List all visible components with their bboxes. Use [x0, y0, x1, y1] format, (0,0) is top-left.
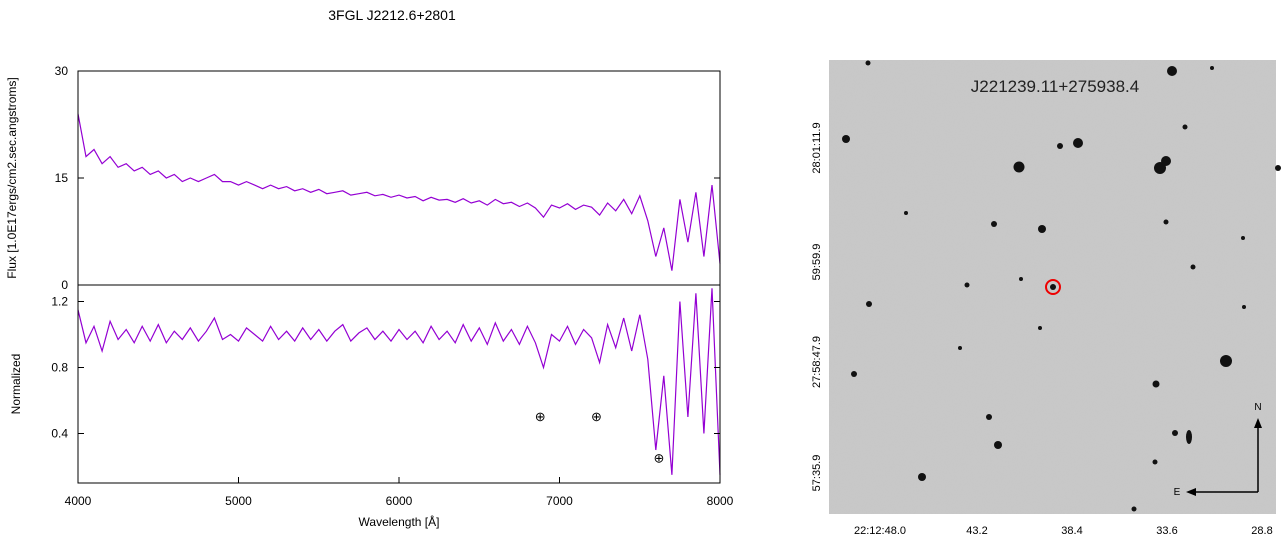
- chart-title: 3FGL J2212.6+2801: [328, 7, 456, 23]
- telluric-marker: ⊕: [591, 409, 602, 424]
- star: [1186, 430, 1192, 444]
- star: [1242, 305, 1246, 309]
- star: [1038, 326, 1042, 330]
- star: [1210, 66, 1214, 70]
- star: [1073, 138, 1083, 148]
- dec-label: 57:35.9: [811, 455, 823, 492]
- plot-frame: [77, 284, 721, 484]
- y-tick-label: 1.2: [51, 295, 68, 309]
- y-tick-label: 0.4: [51, 427, 68, 441]
- ra-label: 38.4: [1061, 525, 1082, 537]
- plot-frame: [77, 70, 721, 286]
- star: [1152, 459, 1158, 465]
- star: [1163, 219, 1169, 225]
- star: [851, 371, 857, 377]
- target-marker: [1045, 279, 1061, 295]
- x-axis-label: Wavelength [Å]: [359, 514, 440, 529]
- star: [1182, 124, 1188, 130]
- star: [866, 301, 872, 307]
- telluric-marker: ⊕: [535, 409, 546, 424]
- y-tick-label: 0.8: [51, 361, 68, 375]
- spectrum-line: [77, 288, 721, 475]
- y-tick-label: 15: [55, 171, 69, 185]
- x-tick-label: 8000: [707, 494, 734, 508]
- y-tick-label: 0: [61, 278, 68, 292]
- x-tick-label: 4000: [65, 494, 92, 508]
- dec-label: 28:01:11.9: [811, 122, 823, 173]
- north-label: N: [1254, 402, 1261, 413]
- star: [986, 414, 992, 420]
- star: [1013, 161, 1025, 173]
- y-tick-label: 30: [55, 64, 69, 78]
- y-axis-label: Normalized: [9, 354, 23, 415]
- star: [1152, 380, 1160, 388]
- spectrum-line: [77, 113, 721, 271]
- telluric-marker: ⊕: [654, 450, 665, 465]
- stars: [842, 60, 1281, 512]
- star: [1275, 165, 1281, 171]
- ra-label: 28.8: [1251, 525, 1272, 537]
- star: [991, 221, 997, 227]
- ra-label: 43.2: [966, 525, 987, 537]
- star: [904, 211, 908, 215]
- y-axis-label: Flux [1.0E17ergs/cm2.sec.angstroms]: [5, 77, 19, 278]
- star: [958, 346, 962, 350]
- star: [1019, 277, 1023, 281]
- dec-label: 27:58:47.9: [811, 336, 823, 388]
- star: [1050, 284, 1056, 290]
- x-tick-label: 7000: [546, 494, 573, 508]
- star: [964, 282, 970, 288]
- compass: [1190, 422, 1259, 493]
- x-tick-label: 6000: [386, 494, 413, 508]
- x-tick-label: 5000: [225, 494, 252, 508]
- dec-label: 59:59.9: [811, 244, 823, 281]
- star: [1167, 66, 1177, 76]
- star: [918, 473, 926, 481]
- star: [1161, 156, 1171, 166]
- star: [1190, 264, 1196, 270]
- star: [1241, 236, 1245, 240]
- finding-chart: J221239.11+275938.4 N E 22:12:48.0 43.2 …: [811, 60, 1281, 537]
- star: [1038, 225, 1046, 233]
- star: [994, 441, 1002, 449]
- star: [842, 135, 850, 143]
- star: [1220, 355, 1232, 367]
- star: [1172, 430, 1178, 436]
- star: [1131, 506, 1137, 512]
- east-label: E: [1174, 487, 1181, 498]
- ra-label: 33.6: [1156, 525, 1177, 537]
- star: [865, 60, 871, 66]
- ra-label: 22:12:48.0: [854, 525, 906, 537]
- star: [1057, 143, 1063, 149]
- image-title: J221239.11+275938.4: [971, 77, 1139, 96]
